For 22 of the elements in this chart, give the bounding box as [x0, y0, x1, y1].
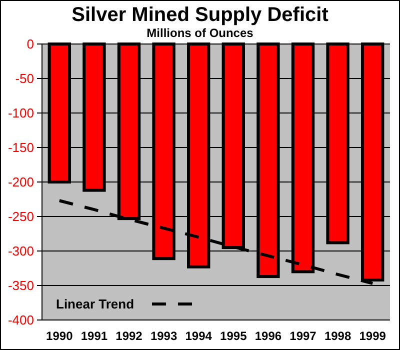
- x-tick-label: 1993: [150, 329, 178, 343]
- y-tick-label: -350: [8, 278, 34, 294]
- y-tick-label: -300: [8, 244, 34, 259]
- legend-label: Linear Trend: [56, 296, 134, 312]
- x-tick-label: 1997: [290, 329, 317, 343]
- y-tick-label: -400: [8, 312, 34, 328]
- y-tick-label: -100: [8, 106, 34, 121]
- chart-subtitle: Millions of Ounces: [146, 26, 254, 40]
- y-tick-label: -200: [8, 174, 34, 190]
- y-tick-label: 0: [26, 36, 34, 52]
- x-tick-label: 1998: [324, 329, 352, 343]
- x-tick-label: 1999: [359, 329, 386, 343]
- chart-title: Silver Mined Supply Deficit: [72, 4, 329, 26]
- x-tick-label: 1991: [80, 329, 108, 343]
- y-tick-label: -250: [8, 209, 34, 224]
- y-tick-label: -50: [15, 71, 34, 86]
- x-tick-label: 1996: [254, 329, 282, 343]
- x-tick-label: 1990: [46, 329, 74, 343]
- x-tick-label: 1995: [220, 329, 248, 343]
- x-tick-label: 1994: [185, 329, 212, 343]
- y-tick-label: -150: [8, 140, 34, 156]
- x-tick-label: 1992: [116, 329, 143, 343]
